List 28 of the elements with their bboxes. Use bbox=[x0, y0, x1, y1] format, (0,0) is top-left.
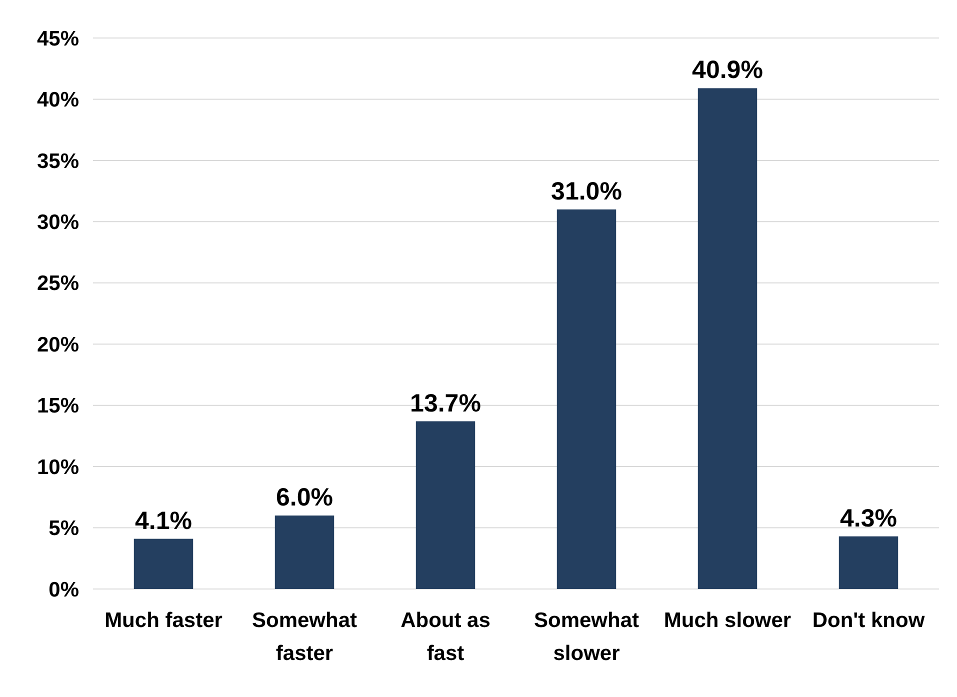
bar bbox=[274, 516, 334, 589]
x-tick-label: About as fast bbox=[400, 609, 490, 665]
x-tick-label: Somewhat slower bbox=[534, 609, 640, 665]
bar bbox=[698, 88, 758, 589]
y-tick-label: 40% bbox=[36, 88, 80, 112]
y-tick-label: 5% bbox=[48, 517, 80, 540]
data-label: 6.0% bbox=[276, 484, 333, 512]
data-label: 40.9% bbox=[692, 56, 763, 84]
y-tick-label: 15% bbox=[36, 394, 80, 418]
bar bbox=[838, 536, 898, 589]
y-tick-label: 35% bbox=[36, 150, 80, 173]
y-tick-label: 25% bbox=[36, 272, 80, 296]
y-tick-label: 20% bbox=[36, 333, 80, 356]
bar bbox=[134, 538, 194, 589]
x-tick-label: Much slower bbox=[664, 609, 792, 632]
y-tick-label: 30% bbox=[36, 211, 80, 234]
y-tick-label: 10% bbox=[36, 456, 80, 479]
y-tick-label: 0% bbox=[48, 578, 80, 602]
data-label: 31.0% bbox=[551, 177, 622, 206]
bar bbox=[556, 209, 616, 589]
data-label: 13.7% bbox=[410, 389, 481, 418]
x-tick-label: Somewhat faster bbox=[252, 609, 358, 665]
x-tick-label: Don't know bbox=[812, 609, 926, 632]
bar bbox=[416, 421, 476, 589]
data-label: 4.1% bbox=[135, 506, 192, 535]
y-tick-label: 45% bbox=[36, 27, 80, 50]
x-tick-label: Much faster bbox=[104, 609, 222, 632]
data-label: 4.3% bbox=[840, 504, 897, 532]
